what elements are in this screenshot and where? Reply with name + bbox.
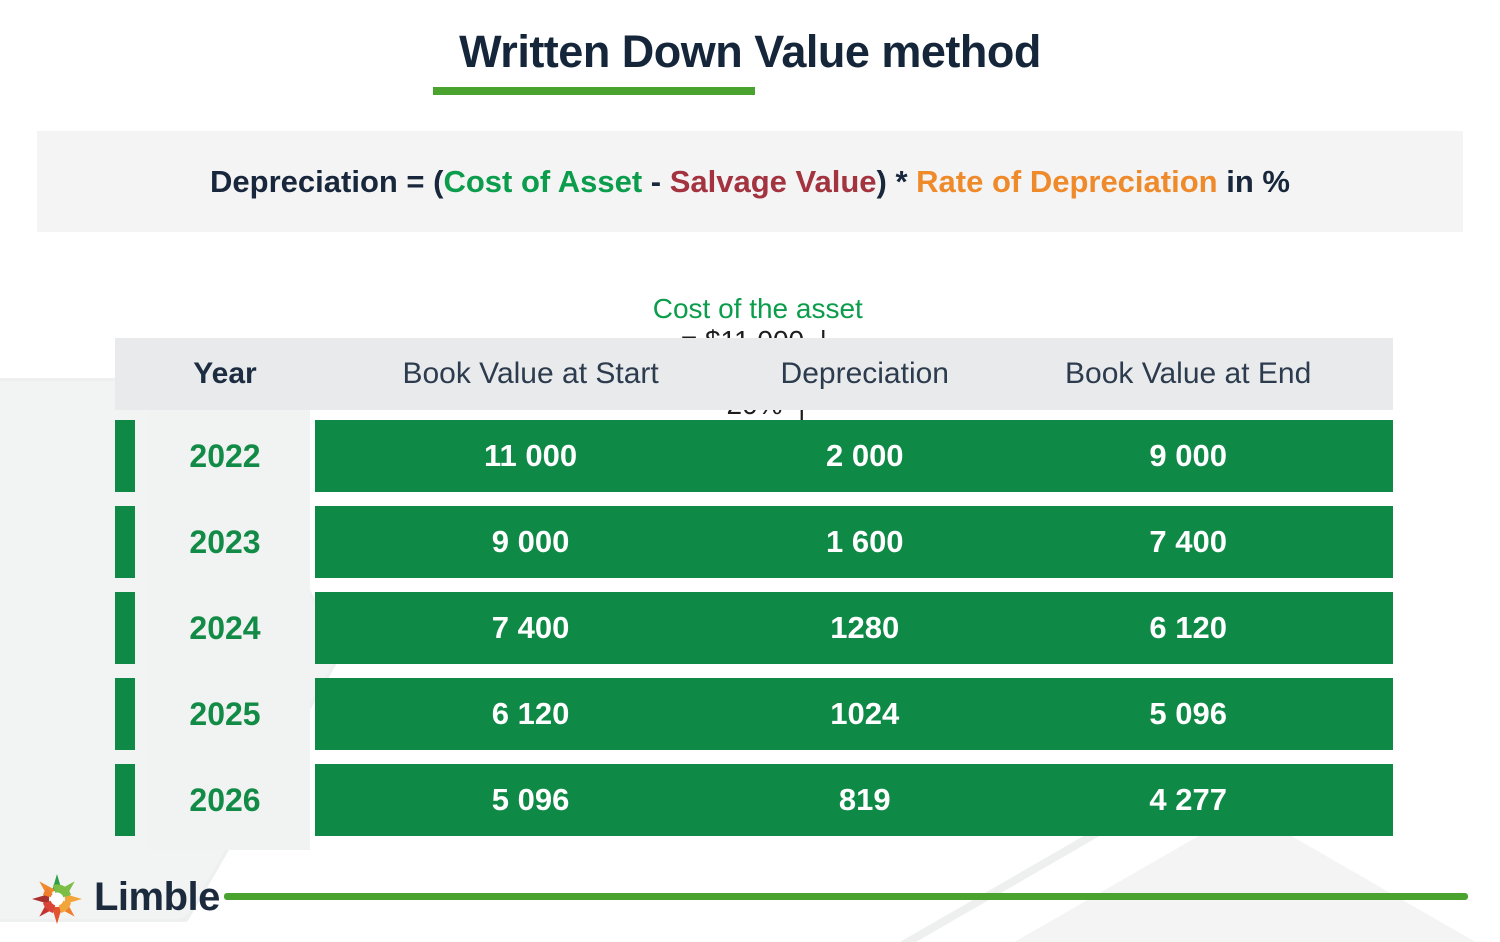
book-value-end-cell: 7 400 xyxy=(1149,524,1227,559)
row-accent-bar xyxy=(115,764,135,836)
formula-segment-rate-of-depreciation: Rate of Depreciation xyxy=(916,163,1218,199)
book-value-end-cell: 4 277 xyxy=(1149,782,1227,817)
depreciation-cell: 819 xyxy=(838,782,891,817)
year-column-background xyxy=(148,410,310,850)
book-value-start-cell: 9 000 xyxy=(491,524,570,559)
hexagon-fill-bottom-right xyxy=(1014,812,1476,942)
table-body: 2022 11 000 2 000 9 000 2023 9 000 1 600… xyxy=(115,420,1393,836)
column-header-book-value-start: Book Value at Start xyxy=(402,357,659,390)
table-row: 2022 11 000 2 000 9 000 xyxy=(115,420,1393,492)
row-values-bar: 7 400 1280 6 120 xyxy=(315,592,1393,664)
formula-segment: - xyxy=(642,163,670,199)
book-value-start-cell: 5 096 xyxy=(491,782,570,817)
row-accent-bar xyxy=(115,506,135,578)
book-value-start-cell: 7 400 xyxy=(491,610,570,645)
year-cell: 2026 xyxy=(189,781,261,818)
table-row: 2024 7 400 1280 6 120 xyxy=(115,592,1393,664)
row-values-bar: 11 000 2 000 9 000 xyxy=(315,420,1393,492)
depreciation-cell: 1 600 xyxy=(825,524,904,559)
formula-bar: Depreciation = ( Cost of Asset - Salvage… xyxy=(37,131,1463,232)
column-header-year: Year xyxy=(193,357,257,390)
column-header-depreciation: Depreciation xyxy=(780,357,949,390)
depreciation-cell: 1024 xyxy=(830,696,900,731)
brand-wordmark: Limble xyxy=(94,875,220,919)
depreciation-table: Year Book Value at Start Depreciation Bo… xyxy=(115,338,1393,850)
footer-divider-line xyxy=(224,893,1468,900)
page-title: Written Down Value method xyxy=(459,26,1041,77)
param-cost-of-asset: Cost of the asset xyxy=(652,293,863,324)
limble-gear-logo-icon xyxy=(32,874,82,924)
column-header-book-value-end: Book Value at End xyxy=(1065,357,1312,390)
book-value-end-cell: 6 120 xyxy=(1149,610,1227,645)
book-value-start-cell: 11 000 xyxy=(484,438,578,473)
formula-segment: Depreciation = ( xyxy=(210,163,444,199)
row-accent-bar xyxy=(115,592,135,664)
book-value-end-cell: 9 000 xyxy=(1149,438,1227,473)
table-header-row: Year Book Value at Start Depreciation Bo… xyxy=(115,338,1393,410)
year-cell: 2025 xyxy=(189,695,261,732)
year-cell: 2024 xyxy=(189,609,261,646)
formula-segment: ) * xyxy=(876,163,917,199)
depreciation-cell: 1280 xyxy=(830,610,900,645)
year-cell: 2023 xyxy=(189,523,261,560)
row-accent-bar xyxy=(115,678,135,750)
book-value-start-cell: 6 120 xyxy=(491,696,570,731)
row-values-bar: 5 096 819 4 277 xyxy=(315,764,1393,836)
depreciation-cell: 2 000 xyxy=(825,438,904,473)
formula-segment: in % xyxy=(1217,163,1290,199)
book-value-end-cell: 5 096 xyxy=(1149,696,1227,731)
formula-segment-salvage-value: Salvage Value xyxy=(669,163,877,199)
formula-segment-cost-of-asset: Cost of Asset xyxy=(443,163,643,199)
row-accent-bar xyxy=(115,420,135,492)
table-row: 2025 6 120 1024 5 096 xyxy=(115,678,1393,750)
row-values-bar: 9 000 1 600 7 400 xyxy=(315,506,1393,578)
year-cell: 2022 xyxy=(189,437,261,474)
table-row: 2026 5 096 819 4 277 xyxy=(115,764,1393,836)
row-values-bar: 6 120 1024 5 096 xyxy=(315,678,1393,750)
title-underline xyxy=(433,87,755,95)
table-row: 2023 9 000 1 600 7 400 xyxy=(115,506,1393,578)
